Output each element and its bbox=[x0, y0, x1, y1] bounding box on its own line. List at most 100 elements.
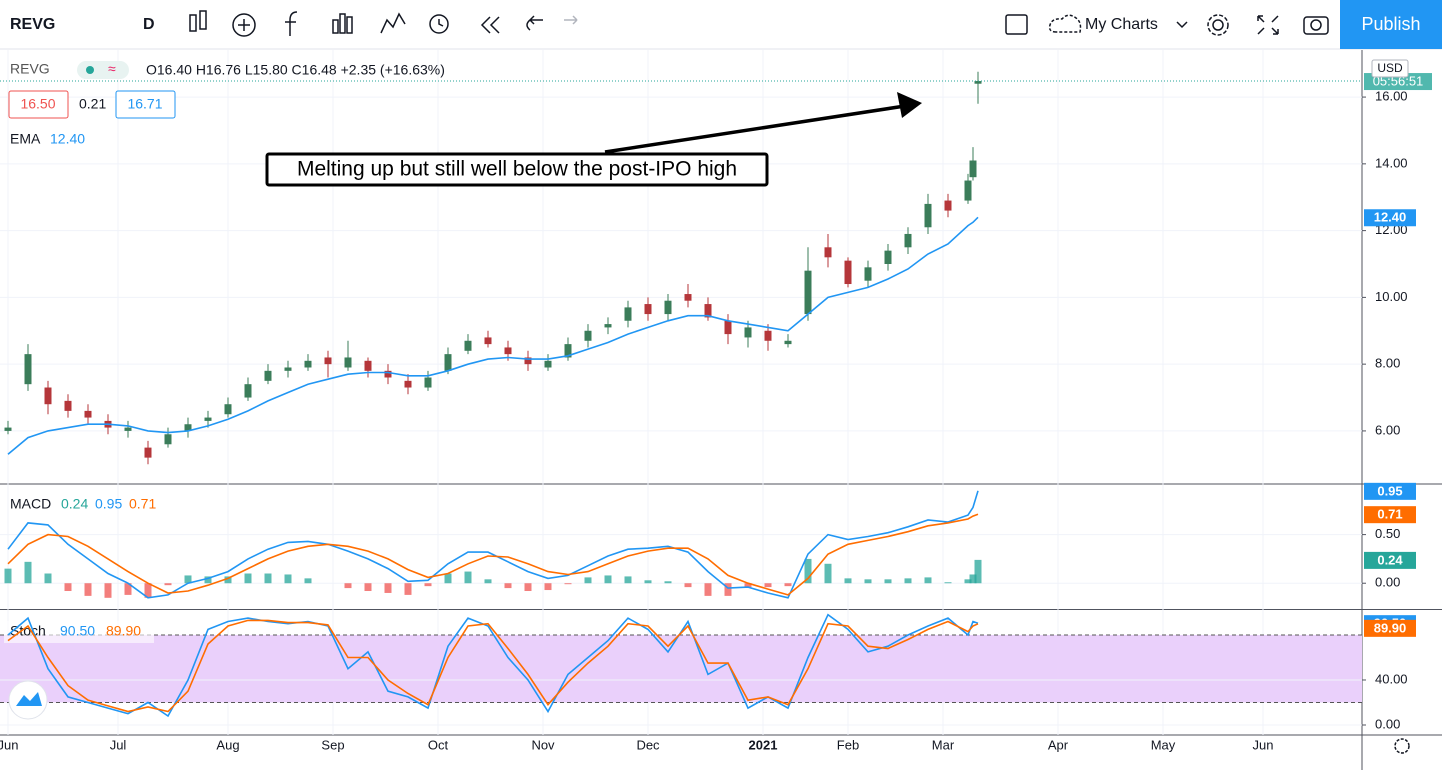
publish-label[interactable]: Publish bbox=[1361, 14, 1420, 34]
logo-mark bbox=[16, 692, 42, 706]
indicator-line bbox=[7, 513, 979, 596]
ask[interactable]: 16.71 bbox=[127, 96, 162, 112]
indicator-axis-label: 0.71 bbox=[1377, 507, 1402, 522]
x-tick-label: Oct bbox=[428, 737, 449, 752]
histogram-bar bbox=[969, 574, 977, 584]
candle-body bbox=[84, 410, 92, 418]
interval[interactable]: D bbox=[143, 16, 155, 33]
candle-body bbox=[444, 354, 452, 371]
histogram-bar bbox=[4, 568, 12, 584]
histogram-bar bbox=[44, 573, 52, 584]
x-tick-label: Jun bbox=[1253, 737, 1274, 752]
candle-body bbox=[744, 327, 752, 338]
candle-body bbox=[244, 384, 252, 398]
y-tick-label: 14.00 bbox=[1375, 155, 1408, 170]
histogram-bar bbox=[924, 577, 932, 584]
histogram-bar bbox=[884, 579, 892, 584]
candle-body bbox=[624, 307, 632, 321]
histogram-bar bbox=[464, 571, 472, 584]
histogram-bar bbox=[364, 583, 372, 592]
status-pill bbox=[77, 61, 129, 79]
ohlc: O16.40 H16.76 L15.80 C16.48 +2.35 (+16.6… bbox=[146, 62, 445, 78]
candle-body bbox=[764, 330, 772, 341]
histogram-bar bbox=[644, 580, 652, 584]
histogram-bar bbox=[244, 573, 252, 584]
candle-body bbox=[504, 347, 512, 355]
candle-body bbox=[544, 360, 552, 368]
annotation-arrow bbox=[604, 104, 906, 154]
candle-body bbox=[564, 344, 572, 358]
currency-bg bbox=[1371, 59, 1409, 78]
y-tick-label: 6.00 bbox=[1375, 422, 1400, 437]
currency: USD bbox=[1377, 61, 1403, 75]
histogram-bar bbox=[424, 583, 432, 587]
histogram-bar bbox=[724, 583, 732, 596]
publish-button[interactable] bbox=[1340, 0, 1442, 49]
indicator-axis-label: 0.24 bbox=[1377, 552, 1403, 567]
x-tick-label: Nov bbox=[531, 737, 555, 752]
histogram-bar bbox=[744, 583, 752, 588]
histogram-bar bbox=[964, 579, 972, 584]
candle-body bbox=[64, 400, 72, 411]
histogram-bar bbox=[84, 583, 92, 596]
candle-body bbox=[344, 357, 352, 368]
candle-body bbox=[884, 250, 892, 264]
candle-body bbox=[324, 357, 332, 365]
annotation-arrowhead bbox=[897, 92, 922, 118]
candle-body bbox=[464, 340, 472, 351]
histogram-bar bbox=[584, 577, 592, 584]
x-tick-label: Dec bbox=[636, 737, 660, 752]
candle-body bbox=[124, 427, 132, 431]
candle-body bbox=[969, 160, 977, 178]
candle-body bbox=[424, 377, 432, 388]
candle-body bbox=[824, 247, 832, 258]
ema-axis-label: 12.40 bbox=[1374, 210, 1407, 225]
legend-symbol: REVG bbox=[10, 61, 50, 77]
indicator-axis-label-bg bbox=[1364, 619, 1416, 637]
candle-body bbox=[924, 203, 932, 228]
x-tick-label: Jul bbox=[110, 737, 127, 752]
histogram-bar bbox=[844, 578, 852, 584]
histogram-bar bbox=[444, 573, 452, 584]
toolbar bbox=[0, 0, 1442, 49]
indicator-axis-label-bg bbox=[1364, 506, 1416, 524]
price-axis bbox=[1362, 50, 1442, 770]
symbol-search[interactable]: REVG bbox=[10, 16, 55, 33]
candle-body bbox=[284, 367, 292, 371]
histogram-bar bbox=[344, 583, 352, 589]
candle-body bbox=[304, 360, 312, 368]
indicator-axis-label-bg bbox=[1364, 482, 1416, 500]
indicator-legend-value: 0.95 bbox=[95, 496, 122, 512]
toolbar-icons[interactable] bbox=[189, 10, 1329, 37]
x-tick-label: Apr bbox=[1048, 737, 1069, 752]
histogram-bar bbox=[64, 583, 72, 592]
histogram-bar bbox=[104, 583, 112, 598]
histogram-bar bbox=[124, 583, 132, 595]
candle-body bbox=[964, 180, 972, 201]
band-fill bbox=[0, 634, 1362, 703]
histogram-bar bbox=[804, 558, 812, 584]
annotation-text: Melting up but still well below the post… bbox=[297, 158, 737, 181]
legend-bg bbox=[4, 621, 154, 643]
y-tick-label: 40.00 bbox=[1375, 671, 1408, 686]
bid[interactable]: 16.50 bbox=[20, 96, 55, 112]
y-tick-label: 0.50 bbox=[1375, 526, 1400, 541]
candle-body bbox=[224, 404, 232, 415]
ema-line bbox=[7, 216, 979, 455]
settings-icon[interactable] bbox=[1394, 738, 1410, 754]
indicator-axis-label: 89.90 bbox=[1374, 620, 1407, 635]
histogram-bar bbox=[384, 583, 392, 593]
layout-menu[interactable]: My Charts bbox=[1085, 16, 1158, 33]
histogram-bar bbox=[484, 579, 492, 584]
histogram-bar bbox=[524, 583, 532, 592]
y-tick-label: 8.00 bbox=[1375, 356, 1400, 371]
candle-body bbox=[904, 233, 912, 248]
candle-body bbox=[384, 370, 392, 378]
bid-box[interactable] bbox=[8, 90, 69, 119]
histogram-bar bbox=[24, 561, 32, 584]
status-dot bbox=[86, 66, 94, 74]
ask-box[interactable] bbox=[115, 90, 176, 119]
x-tick-label: Sep bbox=[321, 737, 344, 752]
y-tick-label: 0.00 bbox=[1375, 575, 1400, 590]
